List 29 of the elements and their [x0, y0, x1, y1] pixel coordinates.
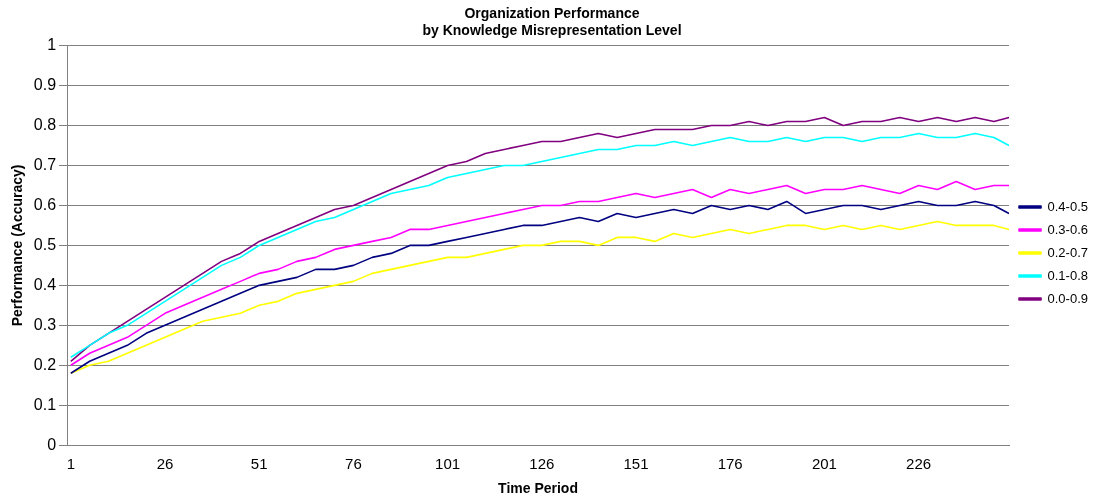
x-axis-title: Time Period: [498, 480, 578, 497]
legend-label: 0.4-0.5: [1047, 198, 1089, 214]
y-tick-label: 0.2: [33, 355, 57, 373]
x-tick-label: 126: [529, 455, 555, 473]
y-axis-title: Performance (Accuracy): [9, 164, 26, 327]
x-tick-label: 101: [435, 455, 461, 473]
x-tick-label: 176: [717, 455, 743, 473]
y-tick-label: 0.1: [33, 395, 57, 413]
x-tick-label: 26: [156, 455, 174, 473]
legend-label: 0.1-0.8: [1047, 267, 1089, 283]
legend-label: 0.3-0.6: [1047, 221, 1089, 237]
x-tick-label: 226: [906, 455, 932, 473]
y-tick-label: 0: [47, 435, 57, 453]
x-tick-label: 76: [345, 455, 362, 473]
x-tick-label: 51: [250, 455, 268, 473]
x-tick-label: 1: [66, 455, 75, 473]
y-tick-label: 0.8: [33, 115, 57, 133]
y-tick-label: 0.5: [33, 235, 57, 253]
x-tick-label: 201: [811, 455, 837, 473]
y-tick-label: 1: [47, 36, 57, 54]
y-tick-label: 0.6: [33, 195, 57, 213]
legend-label: 0.2-0.7: [1047, 244, 1089, 260]
y-tick-label: 0.4: [33, 275, 57, 293]
y-tick-label: 0.3: [33, 315, 57, 333]
legend-label: 0.0-0.9: [1047, 290, 1089, 306]
y-tick-label: 0.7: [33, 155, 57, 173]
y-tick-label: 0.9: [33, 75, 57, 93]
chart-title: Organization Performance by Knowledge Misrepresentation Level: [422, 5, 682, 39]
x-tick-label: 151: [623, 455, 649, 473]
